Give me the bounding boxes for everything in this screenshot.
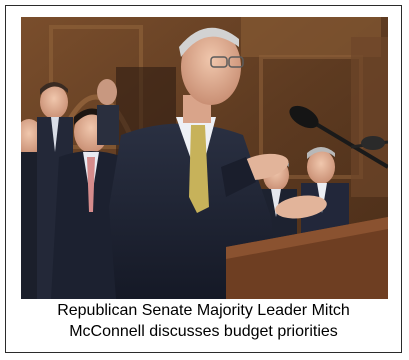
caption-line-2: McConnell discusses budget priorities bbox=[69, 323, 338, 340]
podium bbox=[226, 217, 388, 299]
press-conference-photo bbox=[21, 17, 388, 299]
photo-caption: Republican Senate Majority Leader Mitch … bbox=[5, 300, 402, 342]
speaker-head bbox=[181, 29, 241, 105]
caption-line-1: Republican Senate Majority Leader Mitch bbox=[57, 302, 350, 319]
microphone bbox=[289, 105, 319, 129]
photo-illustration bbox=[21, 17, 388, 299]
